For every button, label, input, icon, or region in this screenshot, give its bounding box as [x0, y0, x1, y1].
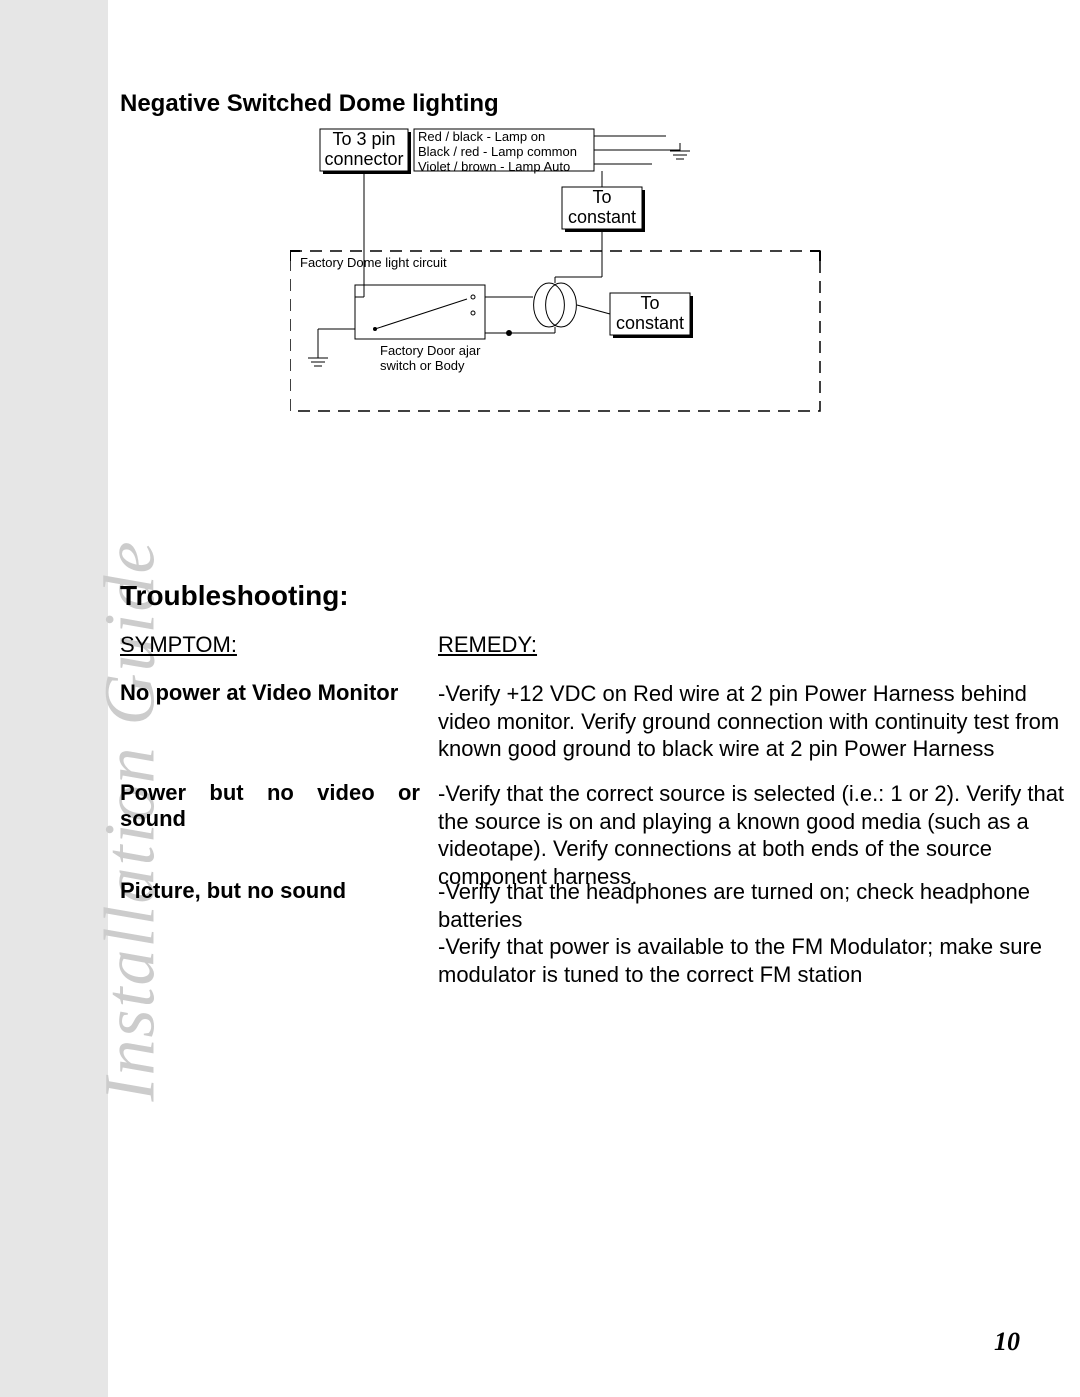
column-header-remedy: REMEDY: — [438, 632, 537, 658]
page-number: 10 — [994, 1327, 1020, 1357]
svg-text:To: To — [592, 187, 611, 207]
svg-text:Red / black - Lamp on: Red / black - Lamp on — [418, 129, 545, 144]
symptom-0: No power at Video Monitor — [120, 680, 420, 706]
symptom-2: Picture, but no sound — [120, 878, 420, 904]
svg-text:Factory Door ajar: Factory Door ajar — [380, 343, 481, 358]
svg-text:constant: constant — [616, 313, 684, 333]
svg-text:constant: constant — [568, 207, 636, 227]
svg-text:connector: connector — [324, 149, 403, 169]
remedy-2: -Verify that the headphones are turned o… — [438, 878, 1078, 988]
svg-text:Factory Dome light circuit: Factory Dome light circuit — [300, 255, 447, 270]
column-header-symptom: SYMPTOM: — [120, 632, 237, 658]
wiring-diagram: To 3 pinconnectorToconstantToconstantRed… — [290, 125, 850, 425]
svg-text:To 3 pin: To 3 pin — [332, 129, 395, 149]
svg-text:Black / red - Lamp common: Black / red - Lamp common — [418, 144, 577, 159]
page: Installation Guide Negative Switched Dom… — [0, 0, 1080, 1397]
svg-text:switch or Body: switch or Body — [380, 358, 465, 373]
remedy-0: -Verify +12 VDC on Red wire at 2 pin Pow… — [438, 680, 1078, 763]
remedy-1: -Verify that the correct source is selec… — [438, 780, 1078, 890]
svg-text:Violet / brown - Lamp Auto: Violet / brown - Lamp Auto — [418, 159, 570, 174]
symptom-1: Power but no video or sound — [120, 780, 420, 832]
svg-text:To: To — [640, 293, 659, 313]
section-title-troubleshooting: Troubleshooting: — [120, 580, 349, 612]
section-title-dome: Negative Switched Dome lighting — [120, 90, 499, 118]
